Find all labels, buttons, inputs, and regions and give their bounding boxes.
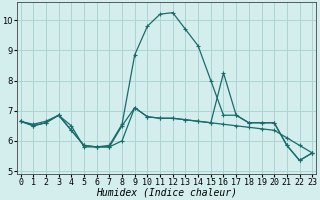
X-axis label: Humidex (Indice chaleur): Humidex (Indice chaleur) <box>96 188 237 198</box>
